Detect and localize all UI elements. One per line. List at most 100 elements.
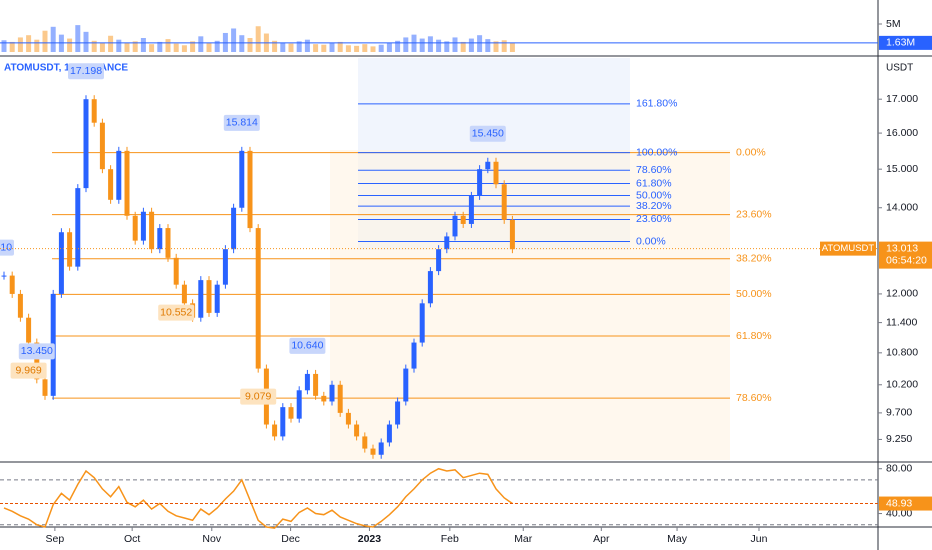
candle bbox=[247, 150, 253, 229]
candle bbox=[272, 424, 278, 437]
volume-bar bbox=[280, 42, 286, 52]
volume-bar bbox=[329, 43, 335, 52]
volume-bar bbox=[116, 39, 122, 52]
candle bbox=[132, 215, 138, 241]
volume-bar bbox=[67, 38, 73, 52]
volume-bar bbox=[362, 44, 368, 52]
symbol-tag bbox=[820, 241, 876, 256]
candle bbox=[75, 188, 81, 267]
currency: USDT bbox=[886, 63, 913, 74]
y-tick-label: 9.700 bbox=[886, 407, 912, 419]
candle bbox=[157, 228, 163, 250]
volume-bar bbox=[378, 44, 384, 52]
candle bbox=[67, 232, 73, 267]
candle bbox=[337, 384, 343, 413]
candle bbox=[395, 401, 401, 425]
x-tick-label: 2023 bbox=[358, 533, 382, 545]
x-tick-label: Nov bbox=[202, 533, 221, 545]
volume-bar bbox=[255, 26, 261, 52]
volume-bar bbox=[247, 38, 253, 52]
fib-label: 78.60% bbox=[636, 164, 672, 176]
volume-bar bbox=[231, 28, 237, 52]
pivot-label: 17.198 bbox=[70, 65, 102, 77]
volume-bar bbox=[198, 36, 204, 52]
volume-last-tag bbox=[879, 35, 932, 50]
volume-bar bbox=[132, 41, 138, 52]
volume-bar bbox=[99, 42, 105, 52]
y-tick-label: 10.200 bbox=[886, 379, 918, 391]
pivot-box bbox=[0, 239, 14, 256]
candle bbox=[108, 169, 114, 200]
fib-label: 23.60% bbox=[636, 213, 672, 225]
pivot-label: 9.969 bbox=[15, 364, 41, 376]
fib-label: 161.80% bbox=[636, 98, 677, 110]
candle bbox=[345, 412, 351, 425]
y-tick-label: 11.400 bbox=[886, 316, 917, 328]
fib-label: 23.60% bbox=[736, 208, 772, 220]
candle bbox=[83, 99, 89, 189]
candle bbox=[362, 436, 368, 449]
volume-bar bbox=[181, 45, 187, 52]
candle bbox=[91, 99, 97, 123]
candle bbox=[1, 275, 7, 277]
candle bbox=[99, 122, 105, 170]
pivot-label: 15.814 bbox=[226, 117, 258, 129]
x-tick-label: Sep bbox=[46, 533, 65, 545]
candle bbox=[321, 395, 327, 402]
candle bbox=[239, 150, 245, 208]
volume-bar bbox=[468, 38, 474, 52]
x-tick-label: May bbox=[667, 533, 688, 545]
x-tick-label: Feb bbox=[441, 533, 459, 545]
volume-bar bbox=[140, 38, 146, 52]
candle bbox=[26, 317, 32, 343]
candle bbox=[231, 207, 237, 250]
volume-bar bbox=[403, 37, 409, 52]
volume-bar bbox=[354, 45, 360, 52]
volume-bar bbox=[452, 37, 458, 52]
rsi-tick-label: 80.00 bbox=[886, 463, 912, 475]
pivot-label: 13.450 bbox=[21, 345, 53, 357]
pivot-box bbox=[158, 304, 195, 321]
x-tick-label: Dec bbox=[281, 533, 300, 545]
volume-bar bbox=[395, 40, 401, 52]
volume-bar bbox=[124, 43, 130, 52]
volume-bar bbox=[108, 35, 114, 52]
candle bbox=[149, 211, 155, 250]
candle bbox=[403, 368, 409, 402]
fib-label: 61.80% bbox=[736, 330, 772, 342]
rsi-last-label: 48.93 bbox=[886, 497, 912, 509]
candle bbox=[378, 442, 384, 455]
candle bbox=[255, 228, 261, 369]
volume-bar bbox=[165, 39, 171, 52]
x-tick-label: Apr bbox=[593, 533, 610, 545]
y-tick-label: 16.000 bbox=[886, 127, 918, 139]
volume-bar bbox=[9, 41, 15, 52]
y-tick-label: 17.000 bbox=[886, 93, 918, 105]
volume-bar bbox=[34, 39, 40, 52]
volume-bar bbox=[304, 39, 310, 52]
volume-bar bbox=[173, 43, 179, 52]
volume-bar bbox=[296, 41, 302, 52]
volume-bar bbox=[345, 45, 351, 52]
volume-bar bbox=[419, 38, 425, 52]
pivot-box bbox=[289, 337, 326, 354]
candle bbox=[124, 150, 130, 216]
candle bbox=[17, 293, 23, 318]
volume-bar bbox=[83, 31, 89, 52]
candle bbox=[460, 215, 466, 224]
volume-bar bbox=[190, 41, 196, 52]
y-tick-label: 12.000 bbox=[886, 288, 918, 300]
candle bbox=[485, 161, 491, 170]
volume-bar bbox=[501, 40, 507, 52]
candle bbox=[304, 373, 310, 391]
pivot-box bbox=[240, 388, 277, 405]
candle bbox=[411, 342, 417, 369]
volume-bar bbox=[91, 40, 97, 52]
volume-bar bbox=[75, 25, 81, 52]
volume-bar bbox=[493, 41, 499, 52]
price-pane: 17.198 15.814 13.450 12.410 10.640 15.450 10.5… bbox=[0, 63, 730, 459]
volume-bar bbox=[370, 46, 376, 52]
fib-label: 50.00% bbox=[636, 189, 672, 201]
candle bbox=[452, 215, 458, 237]
